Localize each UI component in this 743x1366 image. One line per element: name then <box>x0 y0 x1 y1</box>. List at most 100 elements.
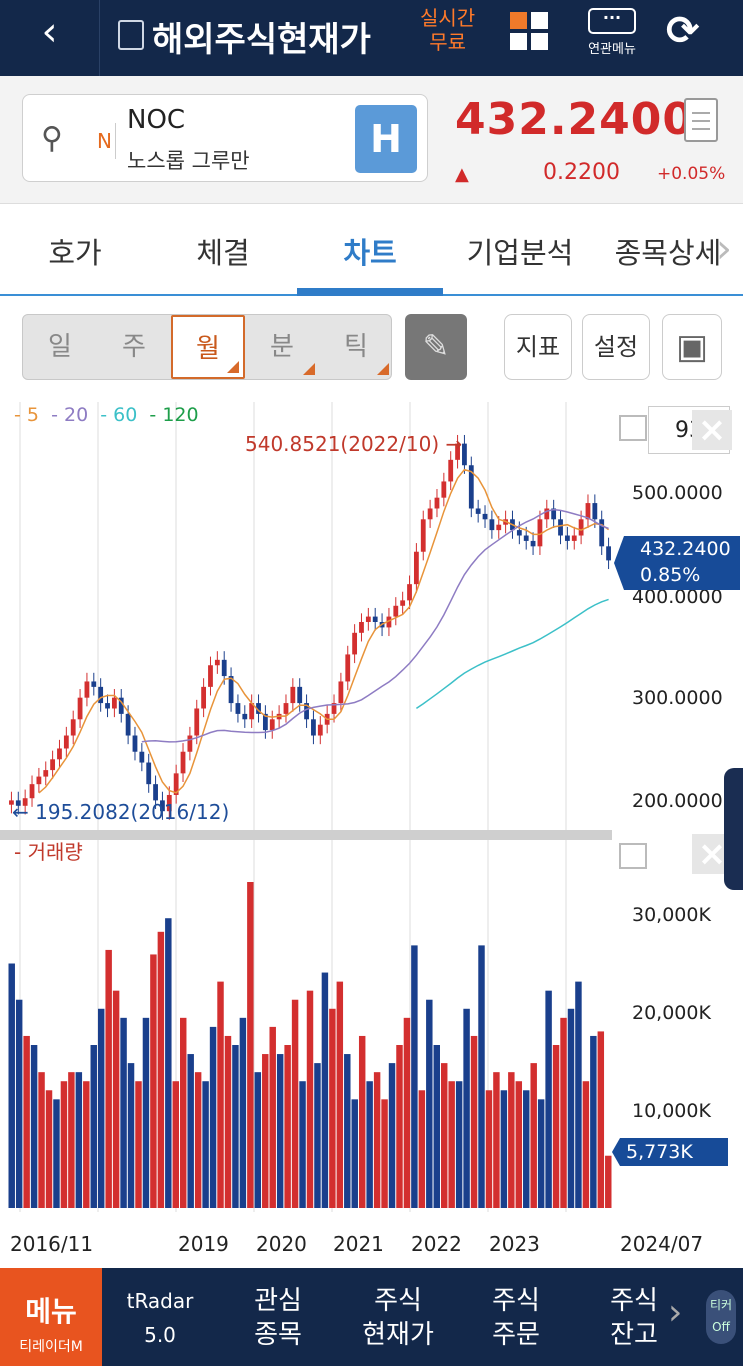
tab-company-analysis[interactable]: 기업분석 <box>466 236 574 270</box>
realtime-free-badge[interactable]: 실시간 무료 <box>420 6 476 54</box>
volume-bar <box>150 954 157 1208</box>
volume-bar <box>508 1072 515 1208</box>
candle-body <box>15 800 21 806</box>
hamburger-icon <box>619 843 647 869</box>
volume-bar <box>232 1045 239 1208</box>
candle-body <box>9 800 14 805</box>
candle-body <box>57 748 62 760</box>
candle-body <box>530 540 536 547</box>
chevron-right-icon[interactable]: › <box>716 226 732 272</box>
volume-bar <box>358 1035 366 1208</box>
volume-bar <box>575 981 582 1208</box>
tab-trades[interactable]: 체결 <box>196 236 250 270</box>
volume-bar <box>68 1072 75 1208</box>
candle-body <box>564 535 570 541</box>
nav-stock-balance[interactable]: 주식 잔고 <box>610 1286 658 1350</box>
volume-bar <box>448 1081 455 1208</box>
period-tick[interactable]: 틱 <box>319 315 393 379</box>
volume-bar <box>53 1099 60 1208</box>
volume-bar <box>329 1008 336 1208</box>
volume-bar <box>60 1081 68 1208</box>
ma20-line <box>141 508 609 743</box>
candle-body <box>359 622 364 633</box>
candle-body <box>400 600 406 606</box>
nav-tradar[interactable]: tRadar 5.0 <box>126 1289 194 1347</box>
settings-button[interactable]: 설정 <box>582 314 650 380</box>
search-icon[interactable]: ⚲ <box>41 121 63 156</box>
candle-body <box>578 519 584 536</box>
screen-icon <box>118 20 144 50</box>
candle-body <box>427 508 433 520</box>
pane-separator <box>0 830 612 840</box>
candle-body <box>537 519 543 547</box>
stock-name: 노스롭 그루만 <box>127 149 250 173</box>
candle-body <box>139 751 145 763</box>
volume-bar <box>15 999 23 1208</box>
volume-bar <box>194 1072 202 1208</box>
candle-body <box>262 713 268 731</box>
volume-bar <box>135 1081 142 1208</box>
period-week[interactable]: 주 <box>122 332 146 362</box>
stock-search-box[interactable]: ⚲ N NOC 노스롭 그루만 H <box>22 94 428 182</box>
candle-body <box>77 697 83 720</box>
candle-body <box>208 665 213 687</box>
x-label: 2021 <box>333 1232 384 1256</box>
candle-body <box>146 762 152 785</box>
price-tick-300: 300.0000 <box>632 687 723 709</box>
active-tab-indicator <box>297 288 443 296</box>
nav-stock-price[interactable]: 주식 현재가 <box>362 1286 434 1350</box>
candle-body <box>352 632 358 655</box>
related-menu-button[interactable]: ··· 연관메뉴 <box>588 8 636 57</box>
candle-body <box>420 519 426 552</box>
current-price-marker: 432.2400 0.85% <box>614 536 740 590</box>
volume-bar <box>336 981 344 1208</box>
period-day[interactable]: 일 <box>48 332 72 362</box>
side-drawer-handle[interactable] <box>724 768 743 890</box>
close-icon[interactable]: × <box>692 410 732 450</box>
h-button[interactable]: H <box>355 105 417 173</box>
nav-watchlist[interactable]: 관심 종목 <box>254 1286 302 1350</box>
volume-bar <box>8 963 15 1208</box>
legend-ma5: - 5 <box>14 404 39 426</box>
candle-body <box>365 616 371 622</box>
document-icon[interactable] <box>684 98 718 142</box>
candle-body <box>269 719 275 731</box>
ticker-toggle[interactable]: 티커 Off <box>706 1290 736 1344</box>
period-minute[interactable]: 분 <box>245 315 319 379</box>
period-month[interactable]: 월 <box>171 315 245 379</box>
drawing-tool-button[interactable]: ✎ <box>405 314 467 380</box>
corner-triangle-icon <box>377 363 389 375</box>
top-bar: ‹ 해외주식현재가 실시간 무료 ··· 연관메뉴 ⟳ <box>0 0 743 76</box>
tab-hoga[interactable]: 호가 <box>48 236 102 270</box>
candle-body <box>297 686 303 704</box>
volume-bar <box>344 1054 351 1208</box>
bottom-nav: 메뉴 티레이더M tRadar 5.0 관심 종목 주식 현재가 주식 주문 주… <box>0 1268 743 1366</box>
chevron-right-icon[interactable]: › <box>668 1292 683 1333</box>
current-price: 432.2400 <box>455 94 695 145</box>
refresh-icon[interactable]: ⟳ <box>666 8 700 54</box>
grid-menu-icon[interactable] <box>510 12 550 52</box>
stock-chart[interactable] <box>0 402 743 1268</box>
tab-chart[interactable]: 차트 <box>343 236 397 270</box>
volume-tick-10000: 10,000K <box>632 1100 711 1122</box>
nav-stock-order[interactable]: 주식 주문 <box>492 1286 540 1350</box>
candle-body <box>407 584 412 601</box>
ma-legend: - 5 - 20 - 60 - 120 <box>14 404 199 426</box>
x-label: 2020 <box>256 1232 307 1256</box>
volume-bar <box>120 1017 127 1208</box>
volume-bar <box>239 1017 247 1208</box>
back-button[interactable]: ‹ <box>0 0 100 76</box>
tab-stock-detail[interactable]: 종목상세 <box>614 236 722 270</box>
candle-body <box>166 794 172 812</box>
menu-button[interactable]: 메뉴 티레이더M <box>0 1268 102 1366</box>
current-volume-marker: 5,773K <box>612 1138 728 1166</box>
save-button[interactable]: ▣ <box>662 314 722 380</box>
indicator-button[interactable]: 지표 <box>504 314 572 380</box>
candle-body <box>132 735 138 752</box>
volume-bar <box>463 1008 470 1208</box>
price-tick-200: 200.0000 <box>632 790 723 812</box>
x-label: 2024/07 <box>620 1232 704 1256</box>
volume-bar <box>567 1008 575 1208</box>
candle-body <box>256 703 261 714</box>
volume-bar <box>396 1045 403 1208</box>
